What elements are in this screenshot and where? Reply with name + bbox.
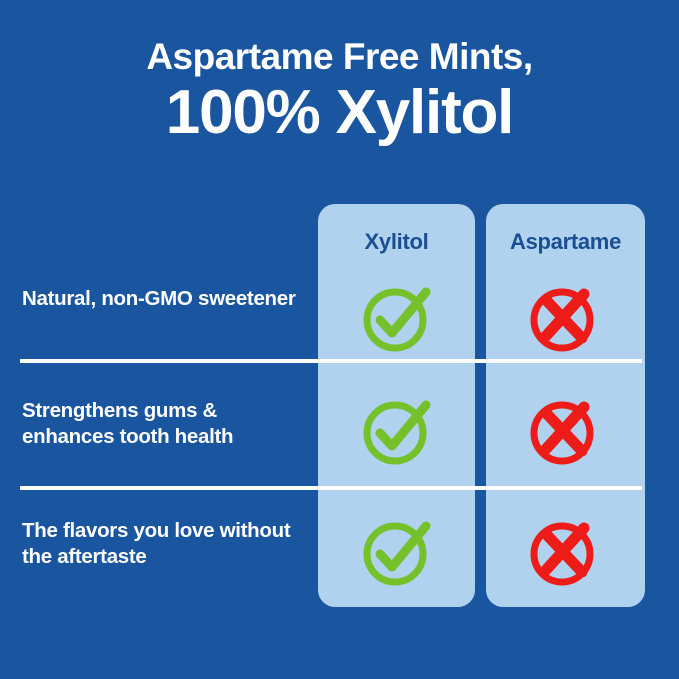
column-header-xylitol: Xylitol — [364, 229, 429, 254]
check-circle-icon — [357, 278, 437, 358]
feature-label: Strengthens gums & enhances tooth health — [22, 399, 234, 449]
row-divider — [20, 359, 642, 363]
x-circle-icon — [524, 391, 604, 471]
headline-line-1: Aspartame Free Mints, — [146, 36, 533, 77]
x-circle-icon — [524, 512, 604, 592]
feature-label: Natural, non-GMO sweetener — [22, 287, 296, 310]
feature-label: The flavors you love without the afterta… — [22, 519, 291, 569]
x-circle-icon — [524, 278, 604, 358]
check-circle-icon — [357, 512, 437, 592]
headline-line-2: 100% Xylitol — [165, 78, 515, 148]
check-circle-icon — [357, 391, 437, 471]
page-title: Aspartame Free Mints, 100% Xylitol — [0, 0, 679, 148]
column-header-aspartame: Aspartame — [509, 229, 622, 254]
row-divider — [20, 486, 642, 490]
